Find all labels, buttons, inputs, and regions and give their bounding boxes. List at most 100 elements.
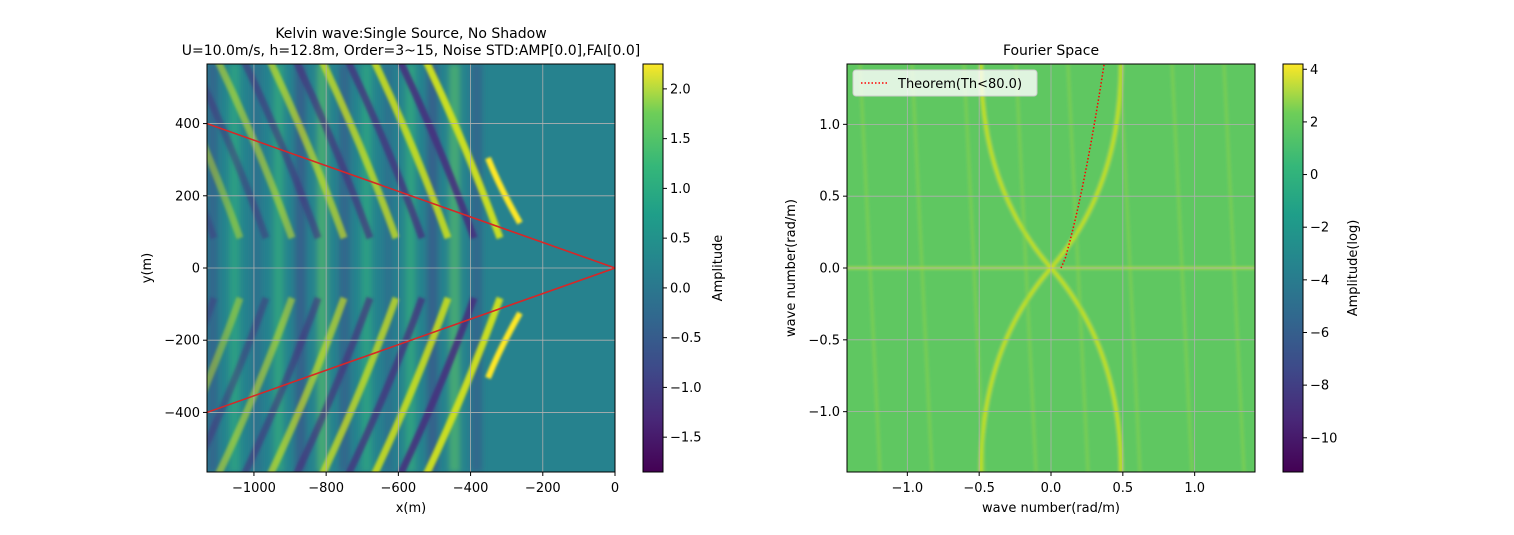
wave-arc — [207, 296, 244, 393]
panel2-ylabel: wave number(rad/m) — [784, 199, 799, 337]
y-tick-label: −400 — [164, 406, 200, 421]
wave-arc — [267, 296, 348, 472]
wave-arc — [293, 296, 374, 472]
colorbar2-label: Amplitude(log) — [1346, 220, 1361, 317]
colorbar-tick-label: −0.5 — [670, 331, 702, 346]
colorbar-tick-label: 0 — [1310, 168, 1318, 183]
wave-arc — [345, 64, 426, 240]
x-tick-label: 0.0 — [1041, 481, 1062, 496]
kelvin-wedge-lines — [207, 122, 615, 414]
wave-arc — [267, 64, 348, 240]
panel1-title: Kelvin wave:Single Source, No Shadow — [275, 26, 546, 42]
wave-arc — [98, 28, 188, 238]
crest-arc — [485, 156, 523, 225]
wave-arc — [241, 296, 322, 472]
colorbar-tick-label: 2.0 — [670, 82, 691, 97]
x-tick-label: −0.5 — [963, 481, 995, 496]
colorbar-tick-label: −1.0 — [670, 381, 702, 396]
panel2-title: Fourier Space — [1003, 43, 1099, 59]
kelvin-heatmap — [72, 28, 615, 508]
crest-arc — [485, 311, 523, 380]
panel1-x-ticks: −1000 −800 −600 −400 −200 0 — [232, 472, 619, 496]
y-tick-label: −200 — [164, 334, 200, 349]
y-tick-label: 400 — [175, 117, 200, 132]
kelvin-wave-panel: Kelvin wave:Single Source, No Shadow U=1… — [72, 26, 726, 516]
colorbar2-ticks: −10 −8 −6 −4 −2 0 2 4 — [1303, 63, 1337, 446]
panel1-ylabel: y(m) — [140, 253, 155, 284]
colorbar-tick-label: −2 — [1310, 221, 1329, 236]
wave-arc — [397, 296, 478, 472]
dispersion-arm — [1049, 266, 1123, 472]
colorbar-tick-label: −1.5 — [670, 431, 702, 446]
colorbar-tick-label: 1.5 — [670, 132, 691, 147]
legend-label: Theorem(Th<80.0) — [897, 77, 1022, 92]
colorbar-tick-label: 0.0 — [670, 281, 691, 296]
x-tick-label: 1.0 — [1184, 481, 1205, 496]
wave-arc — [207, 143, 244, 240]
panel1-xlabel: x(m) — [396, 501, 427, 516]
wave-arc — [293, 64, 374, 240]
wave-arc — [215, 64, 296, 240]
panel1-y-ticks: −400 −200 0 200 400 — [164, 117, 207, 421]
y-tick-label: 0.5 — [819, 190, 840, 205]
panel1-grid — [207, 64, 615, 472]
colorbar1-label: Amplitude — [711, 235, 726, 302]
y-tick-label: 0.0 — [819, 262, 840, 277]
fourier-space-panel: Fourier Space −1.0 −0.5 0.0 0.5 1.0 −1.0 −0.5… — [784, 43, 1361, 516]
wave-arc — [207, 84, 270, 240]
wave-arc — [207, 296, 218, 327]
x-tick-label: 0 — [611, 481, 619, 496]
wedge-line — [207, 122, 615, 269]
x-tick-label: −1000 — [232, 481, 276, 496]
y-tick-label: 200 — [175, 189, 200, 204]
panel2-grid — [847, 64, 1255, 472]
panel2-xlabel: wave number(rad/m) — [982, 501, 1120, 516]
x-tick-label: −1.0 — [892, 481, 924, 496]
wave-arc — [371, 296, 452, 472]
fourier-heatmap — [847, 64, 1255, 472]
wave-arc — [215, 296, 296, 472]
wave-arc — [371, 64, 452, 240]
wave-arc — [72, 28, 162, 238]
colorbar2 — [1282, 63, 1304, 473]
wave-arc — [98, 298, 188, 508]
colorbar-tick-label: −4 — [1310, 273, 1329, 288]
x-tick-label: −600 — [381, 481, 417, 496]
colorbar-tick-label: 1.0 — [670, 182, 691, 197]
theorem-curve — [1060, 64, 1105, 269]
wave-arc — [397, 64, 478, 240]
colorbar-tick-label: 2 — [1310, 115, 1318, 130]
colorbar-tick-label: 0.5 — [670, 232, 691, 247]
x-tick-label: −400 — [453, 481, 489, 496]
colorbar-tick-label: −10 — [1310, 431, 1337, 446]
y-tick-label: 1.0 — [819, 118, 840, 133]
x-tick-label: 0.5 — [1112, 481, 1133, 496]
wave-arc — [319, 296, 400, 472]
wave-arc — [345, 296, 426, 472]
colorbar1-ticks: −1.5 −1.0 −0.5 0.0 0.5 1.0 1.5 2.0 — [663, 82, 702, 446]
wave-arc — [72, 298, 162, 508]
panel1-subtitle: U=10.0m/s, h=12.8m, Order=3~15, Noise ST… — [182, 43, 641, 59]
wave-arc — [241, 64, 322, 240]
colorbar1 — [642, 63, 664, 473]
y-tick-label: −0.5 — [808, 333, 840, 348]
wave-arc — [423, 64, 504, 240]
legend: Theorem(Th<80.0) — [852, 69, 1038, 97]
wave-arc — [423, 296, 504, 472]
wave-arc — [207, 296, 270, 452]
wedge-line — [207, 267, 615, 414]
colorbar-tick-label: 4 — [1310, 63, 1318, 78]
wave-arc — [319, 64, 400, 240]
x-tick-label: −200 — [525, 481, 561, 496]
colorbar-tick-label: −8 — [1310, 379, 1329, 394]
dispersion-arm — [1049, 64, 1123, 270]
panel2-y-ticks: −1.0 −0.5 0.0 0.5 1.0 — [808, 118, 847, 420]
legend-box — [852, 69, 1038, 97]
divergent-wave-arcs — [72, 28, 523, 508]
wave-arc — [207, 209, 218, 240]
y-tick-label: −1.0 — [808, 405, 840, 420]
x-tick-label: −800 — [308, 481, 344, 496]
y-tick-label: 0 — [192, 262, 200, 277]
